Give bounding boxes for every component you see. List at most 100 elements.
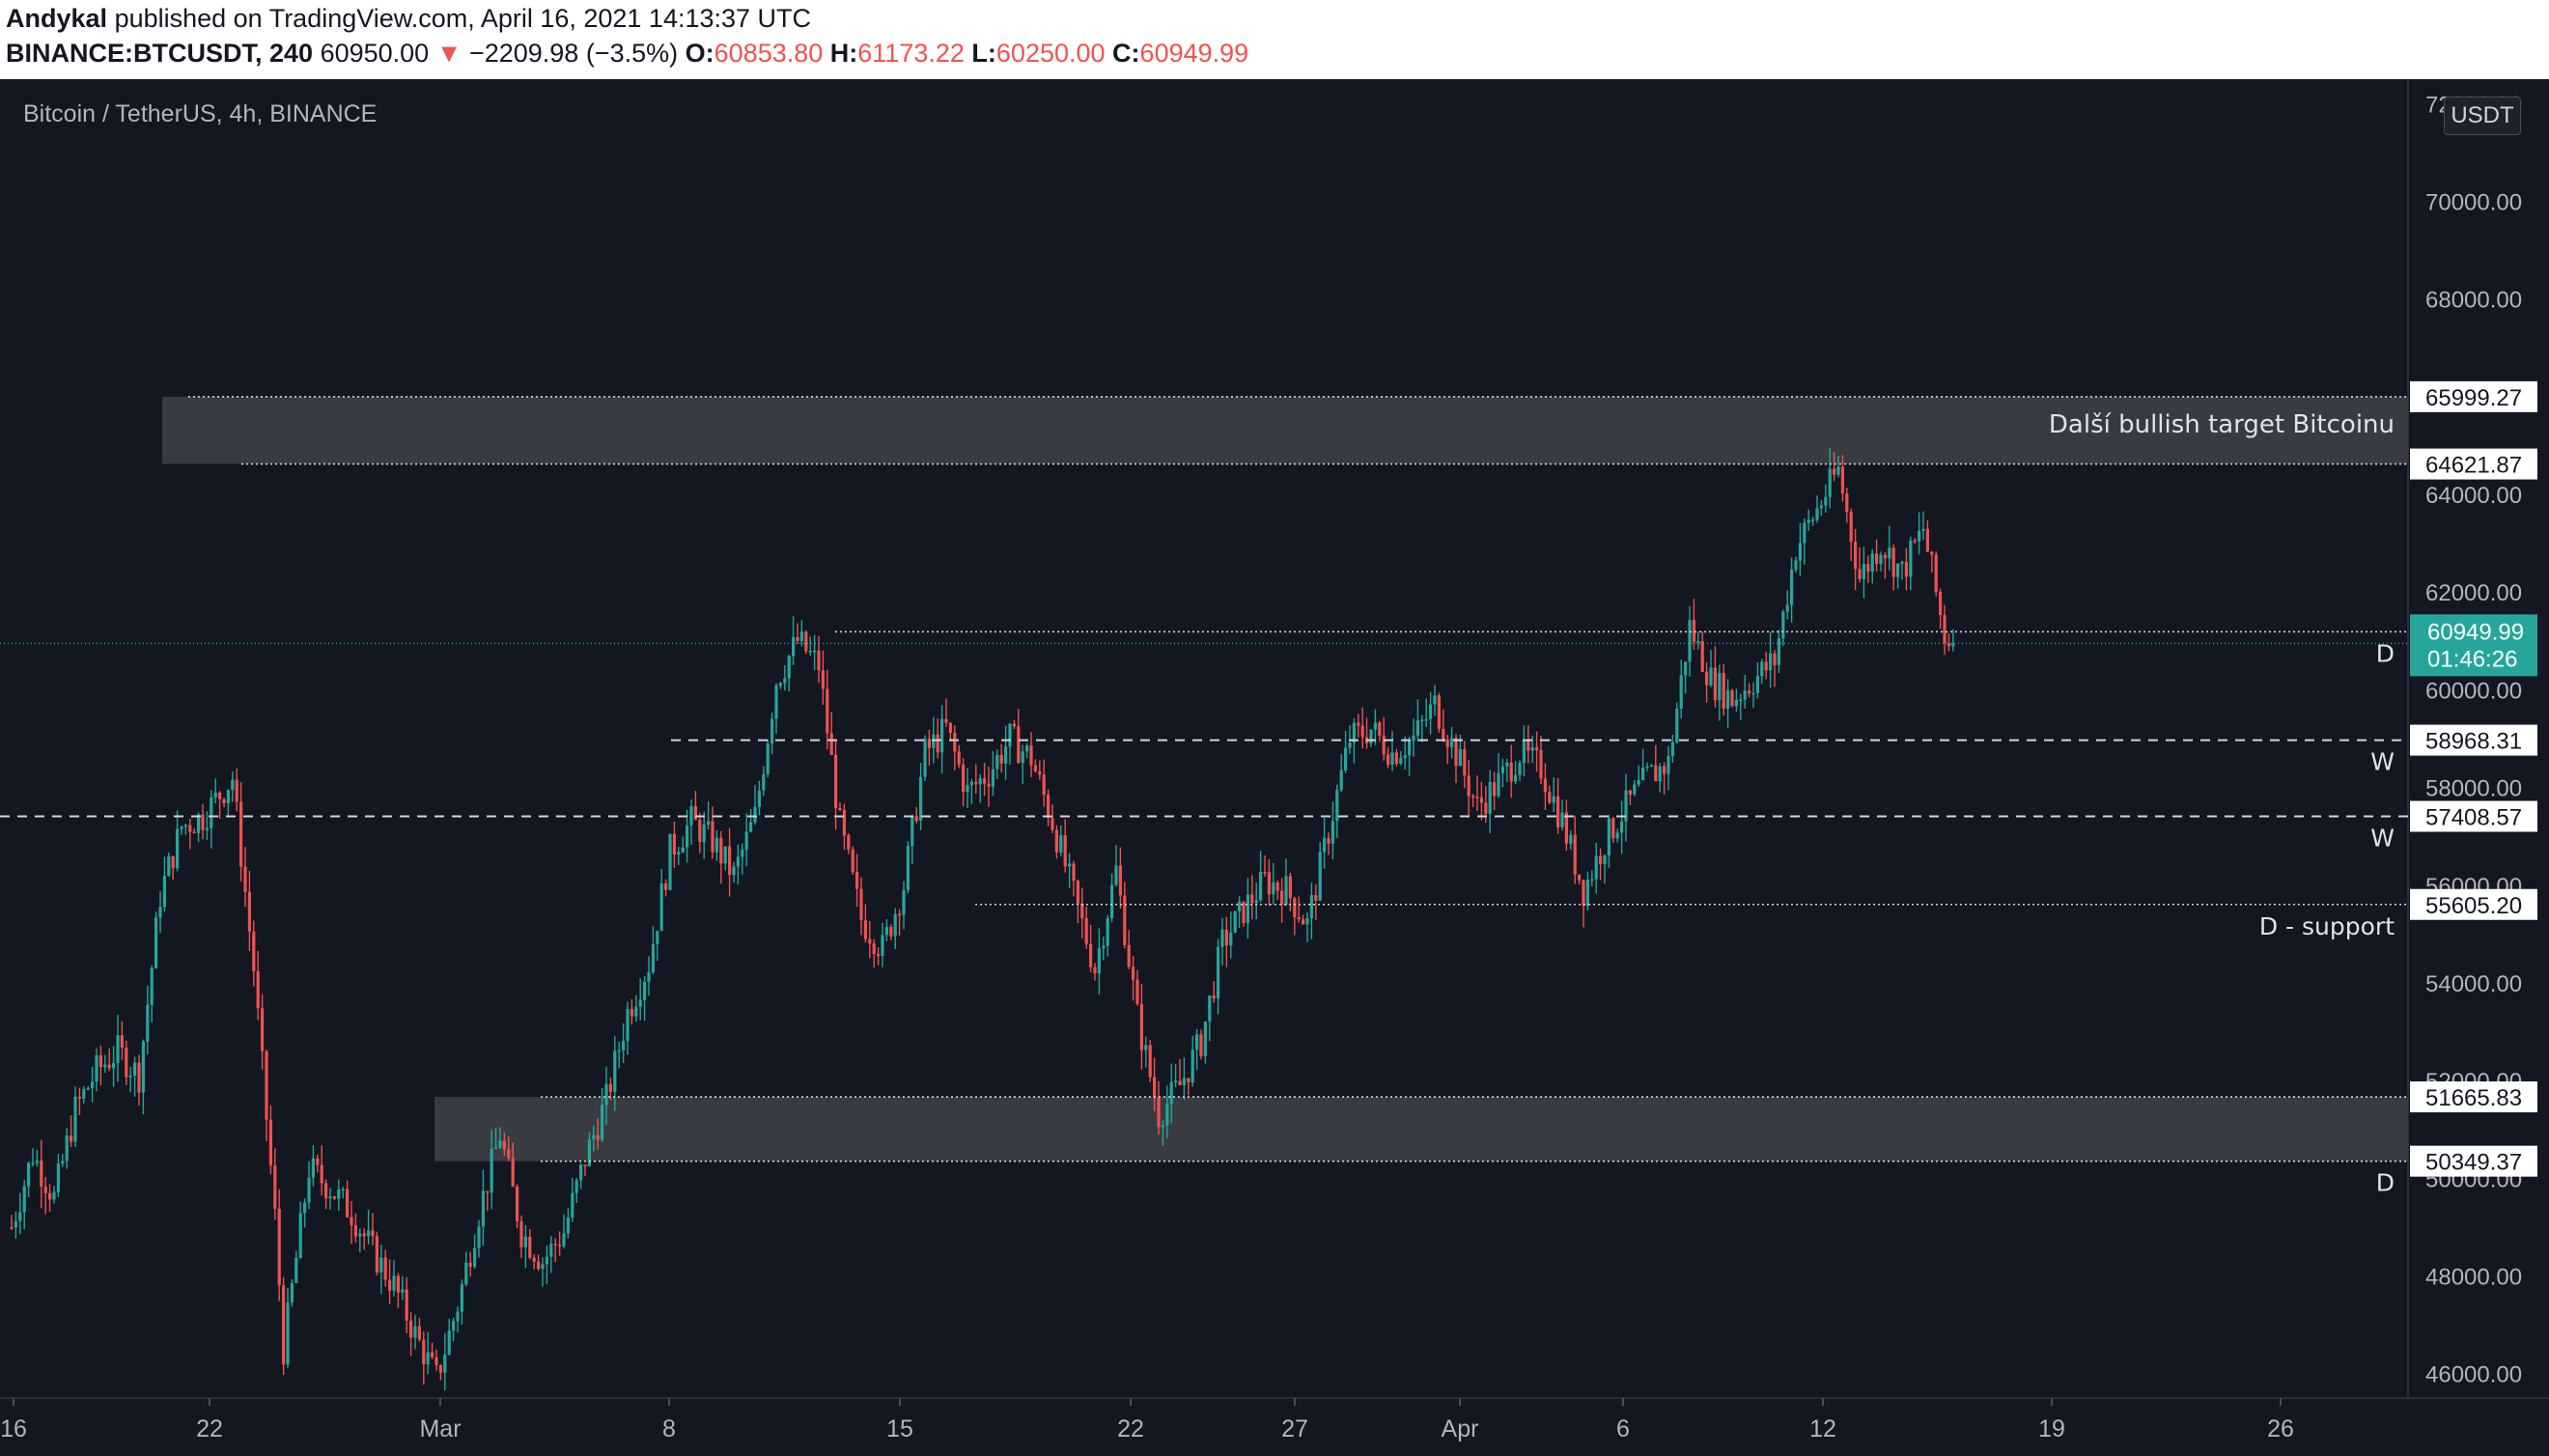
chart-legend-title: Bitcoin / TetherUS, 4h, BINANCE [23,100,378,127]
price-chart[interactable]: Další bullish target Bitcoinu D W W D - supp… [0,79,2549,1456]
currency-badge[interactable]: USDT [2444,97,2521,135]
candle-body [1713,667,1717,701]
candle-body [426,1352,430,1365]
candle-body [298,1213,302,1258]
candle-body [1297,916,1301,920]
time-tick-label: 8 [662,1415,676,1442]
candle-body [1408,741,1412,756]
candle-body [1649,765,1653,768]
candle-body [613,1050,617,1092]
candle-body [1675,709,1679,742]
time-tick-label: 6 [1616,1415,1630,1442]
candle-body [991,769,994,787]
candle-body [1161,1125,1164,1128]
candle-body [252,931,256,971]
candle-body [906,846,910,890]
candle-body [456,1311,460,1322]
candle-body [728,846,732,876]
candle-body [545,1256,548,1265]
candle-body [1357,722,1360,726]
candle-body [167,855,171,877]
candle-body [1564,812,1568,844]
candle-body [1875,553,1879,565]
candle-body [1454,738,1458,767]
candle-body [651,944,655,972]
candle-body [1199,1034,1203,1056]
candle-body [519,1220,523,1247]
candle-body [1670,742,1674,756]
candle-body [877,954,881,956]
candle-body [1833,468,1836,475]
candle-body [1450,738,1454,747]
candle-body [1467,775,1471,797]
candle-body [1275,882,1279,891]
candle-body [205,827,209,830]
candle-body [1093,966,1097,974]
candle-body [498,1140,502,1148]
ohlc-line: BINANCE:BTCUSDT, 240 60950.00 ▼ −2209.98… [6,37,1248,70]
candle-body [150,967,154,1005]
candle-body [405,1289,408,1321]
candle-body [379,1257,383,1273]
chart-area[interactable]: Další bullish target Bitcoinu D W W D - supp… [0,79,2549,1456]
candle-body [52,1191,56,1200]
candle-body [1535,747,1539,750]
candle-body [1212,995,1216,999]
candle-body [1017,726,1021,764]
candle-body [417,1326,421,1340]
candle-body [516,1187,519,1221]
candle-body [1921,528,1925,531]
author-name[interactable]: Andykal [6,4,108,33]
candle-body [231,779,235,791]
candle-body [1378,722,1382,736]
candle-body [893,913,897,937]
candle-body [1548,792,1552,803]
candle-body [1828,468,1832,497]
candle-body [1836,466,1840,475]
candle-body [468,1262,472,1267]
candle-body [796,636,799,641]
candle-body [154,917,158,968]
candle-body [1684,661,1688,676]
candle-body [622,1041,626,1050]
candle-body [146,1004,150,1042]
candle-body [1415,720,1419,736]
candle-body [1050,818,1054,830]
candle-body [311,1158,315,1178]
down-arrow-icon: ▼ [435,39,462,68]
candle-body [1811,519,1815,521]
candle-body [1748,690,1751,694]
candle-body [1709,667,1713,686]
candle-body [1951,643,1955,647]
candle-body [834,754,838,808]
candle-body [1794,560,1798,571]
price-tick-label: 46000.00 [2425,1362,2522,1388]
candle-body [1849,512,1853,543]
candle-body [553,1244,557,1246]
candle-body [1913,540,1917,543]
candle-body [1080,903,1084,918]
candle-body [162,876,166,908]
candle-body [604,1083,608,1106]
level-price-label: 65999.27 [2425,385,2522,411]
candle-body [350,1217,353,1225]
candle-body [1229,932,1233,946]
candle-body [1734,699,1738,707]
candle-body [210,797,213,828]
level-price-box [2410,1081,2537,1113]
candle-body [1424,718,1428,721]
candle-body [868,938,872,944]
close-value: 60949.99 [1139,39,1249,68]
candle-body [1110,884,1114,918]
symbol-label: BINANCE:BTCUSDT, 240 [6,39,314,68]
candle-body [1042,774,1046,796]
candle-body [1815,508,1819,520]
candle-body [872,943,876,955]
candle-body [1599,855,1603,865]
candle-body [1781,611,1785,639]
candle-body [171,855,175,869]
candle-body [1178,1080,1182,1085]
candle-body [1314,895,1318,901]
candle-body [966,785,969,793]
candle-body [884,927,888,936]
